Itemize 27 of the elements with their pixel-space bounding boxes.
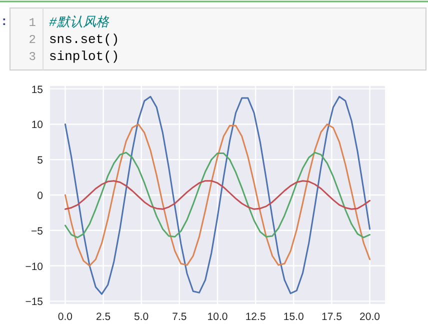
text: 2 [28, 33, 36, 47]
text: sinplot() [49, 49, 120, 64]
text: : [2, 13, 6, 28]
y-tick-label: −15 [25, 296, 44, 308]
text: 1 [28, 16, 36, 30]
y-tick-label: 5 [37, 154, 44, 167]
x-tick-label: 2.5 [96, 311, 111, 323]
y-tick-label: 10 [31, 119, 44, 132]
line-series [64, 180, 371, 210]
x-tick-label: 7.5 [172, 311, 187, 323]
x-tick-label: 5.0 [134, 311, 149, 323]
x-tick-label: 0.0 [58, 311, 73, 323]
x-tick-label: 10.0 [207, 311, 228, 323]
text: sns.set() [49, 32, 120, 47]
line-series [64, 123, 371, 267]
line-series [64, 96, 371, 295]
y-tick-label: 0 [37, 190, 44, 202]
x-tick-label: 17.5 [321, 311, 342, 323]
x-tick-label: 12.5 [245, 311, 266, 323]
line-series [64, 152, 371, 238]
y-tick-label: −10 [25, 260, 44, 273]
text: 3 [28, 50, 36, 64]
y-tick-label: −5 [31, 225, 44, 238]
x-tick-label: 20.0 [360, 311, 380, 323]
text: #默认风格 [49, 15, 110, 30]
y-tick-label: 15 [31, 84, 44, 96]
x-tick-label: 15.0 [283, 311, 304, 323]
